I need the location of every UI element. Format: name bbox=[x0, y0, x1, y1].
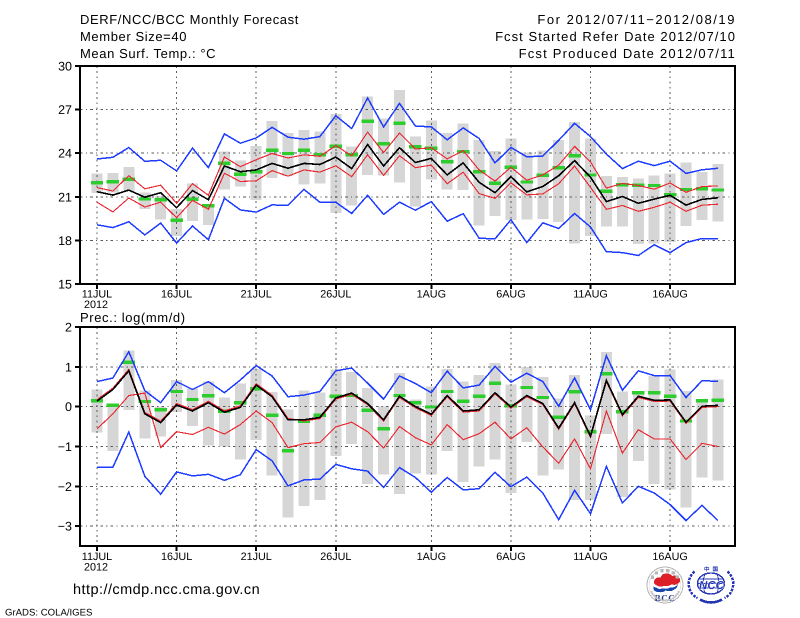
svg-text:NCC: NCC bbox=[699, 580, 725, 592]
svg-text:11AUG: 11AUG bbox=[573, 289, 608, 301]
svg-text:30: 30 bbox=[58, 60, 72, 74]
svg-text:6AUG: 6AUG bbox=[496, 289, 525, 301]
svg-text:15: 15 bbox=[58, 278, 72, 292]
svg-text:24: 24 bbox=[58, 147, 72, 161]
svg-text:−2: −2 bbox=[58, 480, 72, 494]
svg-text:1: 1 bbox=[65, 360, 72, 374]
svg-text:2012: 2012 bbox=[84, 562, 108, 574]
svg-text:11AUG: 11AUG bbox=[573, 551, 608, 563]
svg-text:http://cmdp.ncc.cma.gov.cn: http://cmdp.ncc.cma.gov.cn bbox=[73, 582, 260, 598]
svg-text:1AUG: 1AUG bbox=[417, 551, 446, 563]
svg-text:16JUL: 16JUL bbox=[161, 551, 192, 563]
svg-text:中 国: 中 国 bbox=[704, 566, 719, 573]
svg-text:11JUL: 11JUL bbox=[82, 551, 112, 563]
svg-text:1AUG: 1AUG bbox=[417, 289, 446, 301]
svg-text:21JUL: 21JUL bbox=[241, 551, 272, 563]
svg-text:Mean Surf. Temp.: °C: Mean Surf. Temp.: °C bbox=[80, 46, 216, 61]
svg-text:BCC: BCC bbox=[655, 593, 676, 603]
svg-text:26JUL: 26JUL bbox=[320, 551, 351, 563]
svg-text:−1: −1 bbox=[58, 440, 72, 454]
svg-text:6AUG: 6AUG bbox=[496, 551, 525, 563]
svg-text:27: 27 bbox=[58, 103, 72, 117]
svg-text:Fcst Produced Date 2012/07/11: Fcst Produced Date 2012/07/11 bbox=[519, 46, 736, 61]
svg-text:11JUL: 11JUL bbox=[82, 289, 112, 301]
svg-text:Prec.: log(mm/d): Prec.: log(mm/d) bbox=[80, 310, 186, 325]
svg-text:16AUG: 16AUG bbox=[652, 289, 687, 301]
svg-text:Member Size=40: Member Size=40 bbox=[80, 29, 187, 44]
svg-text:16JUL: 16JUL bbox=[161, 289, 192, 301]
svg-text:GrADS: COLA/IGES: GrADS: COLA/IGES bbox=[5, 608, 92, 618]
svg-text:For 2012/07/11−2012/08/19: For 2012/07/11−2012/08/19 bbox=[537, 12, 736, 27]
svg-text:2012: 2012 bbox=[84, 299, 108, 311]
svg-text:DERF/NCC/BCC Monthly Forecast: DERF/NCC/BCC Monthly Forecast bbox=[80, 12, 299, 27]
svg-text:21JUL: 21JUL bbox=[241, 289, 272, 301]
svg-text:−3: −3 bbox=[58, 520, 72, 534]
svg-text:18: 18 bbox=[58, 234, 72, 248]
svg-text:Fcst Started Refer Date 2012/0: Fcst Started Refer Date 2012/07/10 bbox=[495, 29, 736, 44]
svg-text:0: 0 bbox=[65, 400, 72, 414]
svg-text:2: 2 bbox=[65, 321, 72, 335]
svg-text:21: 21 bbox=[58, 190, 72, 204]
svg-text:16AUG: 16AUG bbox=[652, 551, 687, 563]
svg-text:26JUL: 26JUL bbox=[320, 289, 351, 301]
